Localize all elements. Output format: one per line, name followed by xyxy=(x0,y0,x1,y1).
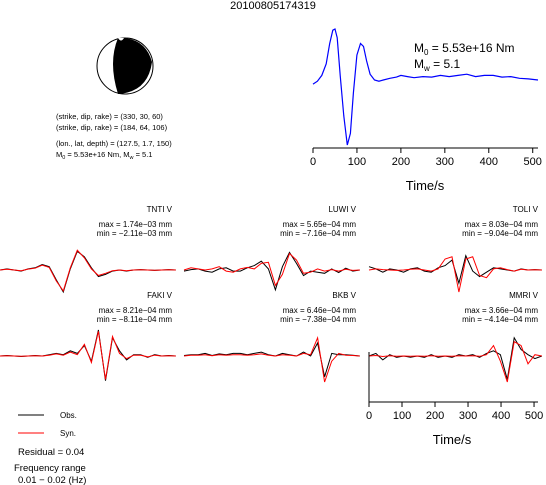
wave-tick-label: 200 xyxy=(426,410,444,422)
station-max: max = 8.21e−04 mm xyxy=(99,306,173,315)
synthetic-waveform xyxy=(0,331,176,380)
synthetic-waveform xyxy=(183,252,360,287)
focal-mechanism-beachball-icon xyxy=(96,37,154,95)
frequency-title: Frequency range xyxy=(14,463,86,474)
nodal-plane-2: (strike, dip, rake) = (184, 64, 106) xyxy=(56,123,168,132)
wave-tick-label: 100 xyxy=(393,410,411,422)
observed-waveform xyxy=(0,329,176,381)
stf-series-line xyxy=(312,28,539,146)
synthetic-waveform xyxy=(368,340,542,383)
station-name: TOLI V xyxy=(513,205,539,214)
station-max: max = 5.65e−04 mm xyxy=(283,220,357,229)
stf-tick-label: 500 xyxy=(524,156,542,168)
observed-waveform xyxy=(0,250,176,294)
station-name: MMRI V xyxy=(509,291,539,300)
station-min: min = −9.04e−04 mm xyxy=(462,229,538,238)
station-min: min = −7.16e−04 mm xyxy=(280,229,356,238)
station-name: BKB V xyxy=(332,291,356,300)
station-max: max = 8.03e−04 mm xyxy=(465,220,539,229)
stf-tick-label: 0 xyxy=(310,156,316,168)
wave-tick-label: 400 xyxy=(492,410,510,422)
legend-syn-label: Syn. xyxy=(60,429,76,438)
station-max: max = 1.74e−03 mm xyxy=(99,220,173,229)
stf-x-label: Time/s xyxy=(406,178,445,193)
wave-tick-label: 300 xyxy=(459,410,477,422)
wave-tick-label: 0 xyxy=(366,410,372,422)
observed-waveform xyxy=(368,336,543,380)
waveform-time-axis: 0 100 200 300 400 500 Time/s xyxy=(366,352,543,447)
station-name: TNTI V xyxy=(147,205,173,214)
station-min: min = −2.11e−03 mm xyxy=(97,229,173,238)
stf-tick-label: 400 xyxy=(480,156,498,168)
wave-tick-label: 500 xyxy=(525,410,543,422)
figure-title: 20100805174319 xyxy=(230,0,316,12)
legend: Obs. Syn. xyxy=(18,411,77,438)
stf-m0-label: M0 = 5.53e+16 Nm xyxy=(414,41,515,57)
stf-tick-label: 300 xyxy=(436,156,454,168)
station-max: max = 6.46e−04 mm xyxy=(283,306,357,315)
source-location: (lon., lat, depth) = (127.5, 1.7, 150) xyxy=(56,139,172,148)
waveform-x-label: Time/s xyxy=(433,432,472,447)
stf-tick-label: 100 xyxy=(348,156,366,168)
residual-label: Residual = 0.04 xyxy=(18,447,84,458)
synthetic-waveform xyxy=(0,249,176,293)
stf-tick-label: 200 xyxy=(392,156,410,168)
observed-waveform xyxy=(183,251,360,292)
station-max: max = 3.66e−04 mm xyxy=(465,306,539,315)
frequency-value: 0.01 − 0.02 (Hz) xyxy=(18,475,86,485)
station-name: FAKI V xyxy=(147,291,173,300)
legend-obs-label: Obs. xyxy=(60,411,77,420)
moment-summary: M0 = 5.53e+16 Nm, Mw = 5.1 xyxy=(56,150,152,161)
synthetic-waveform xyxy=(183,335,360,383)
synthetic-waveform xyxy=(368,256,542,293)
stf-plot: 0 100 200 300 400 500 M0 = 5.53e+16 Nm Mw = 5… xyxy=(310,28,542,193)
nodal-plane-1: (strike, dip, rake) = (330, 30, 60) xyxy=(56,112,163,121)
station-name: LUWI V xyxy=(328,205,356,214)
station-min: min = −7.38e−04 mm xyxy=(280,315,356,324)
station-min: min = −8.11e−04 mm xyxy=(97,315,173,324)
station-min: min = −4.14e−04 mm xyxy=(462,315,538,324)
stf-mw-label: Mw = 5.1 xyxy=(414,57,460,73)
observed-waveform xyxy=(368,254,542,286)
